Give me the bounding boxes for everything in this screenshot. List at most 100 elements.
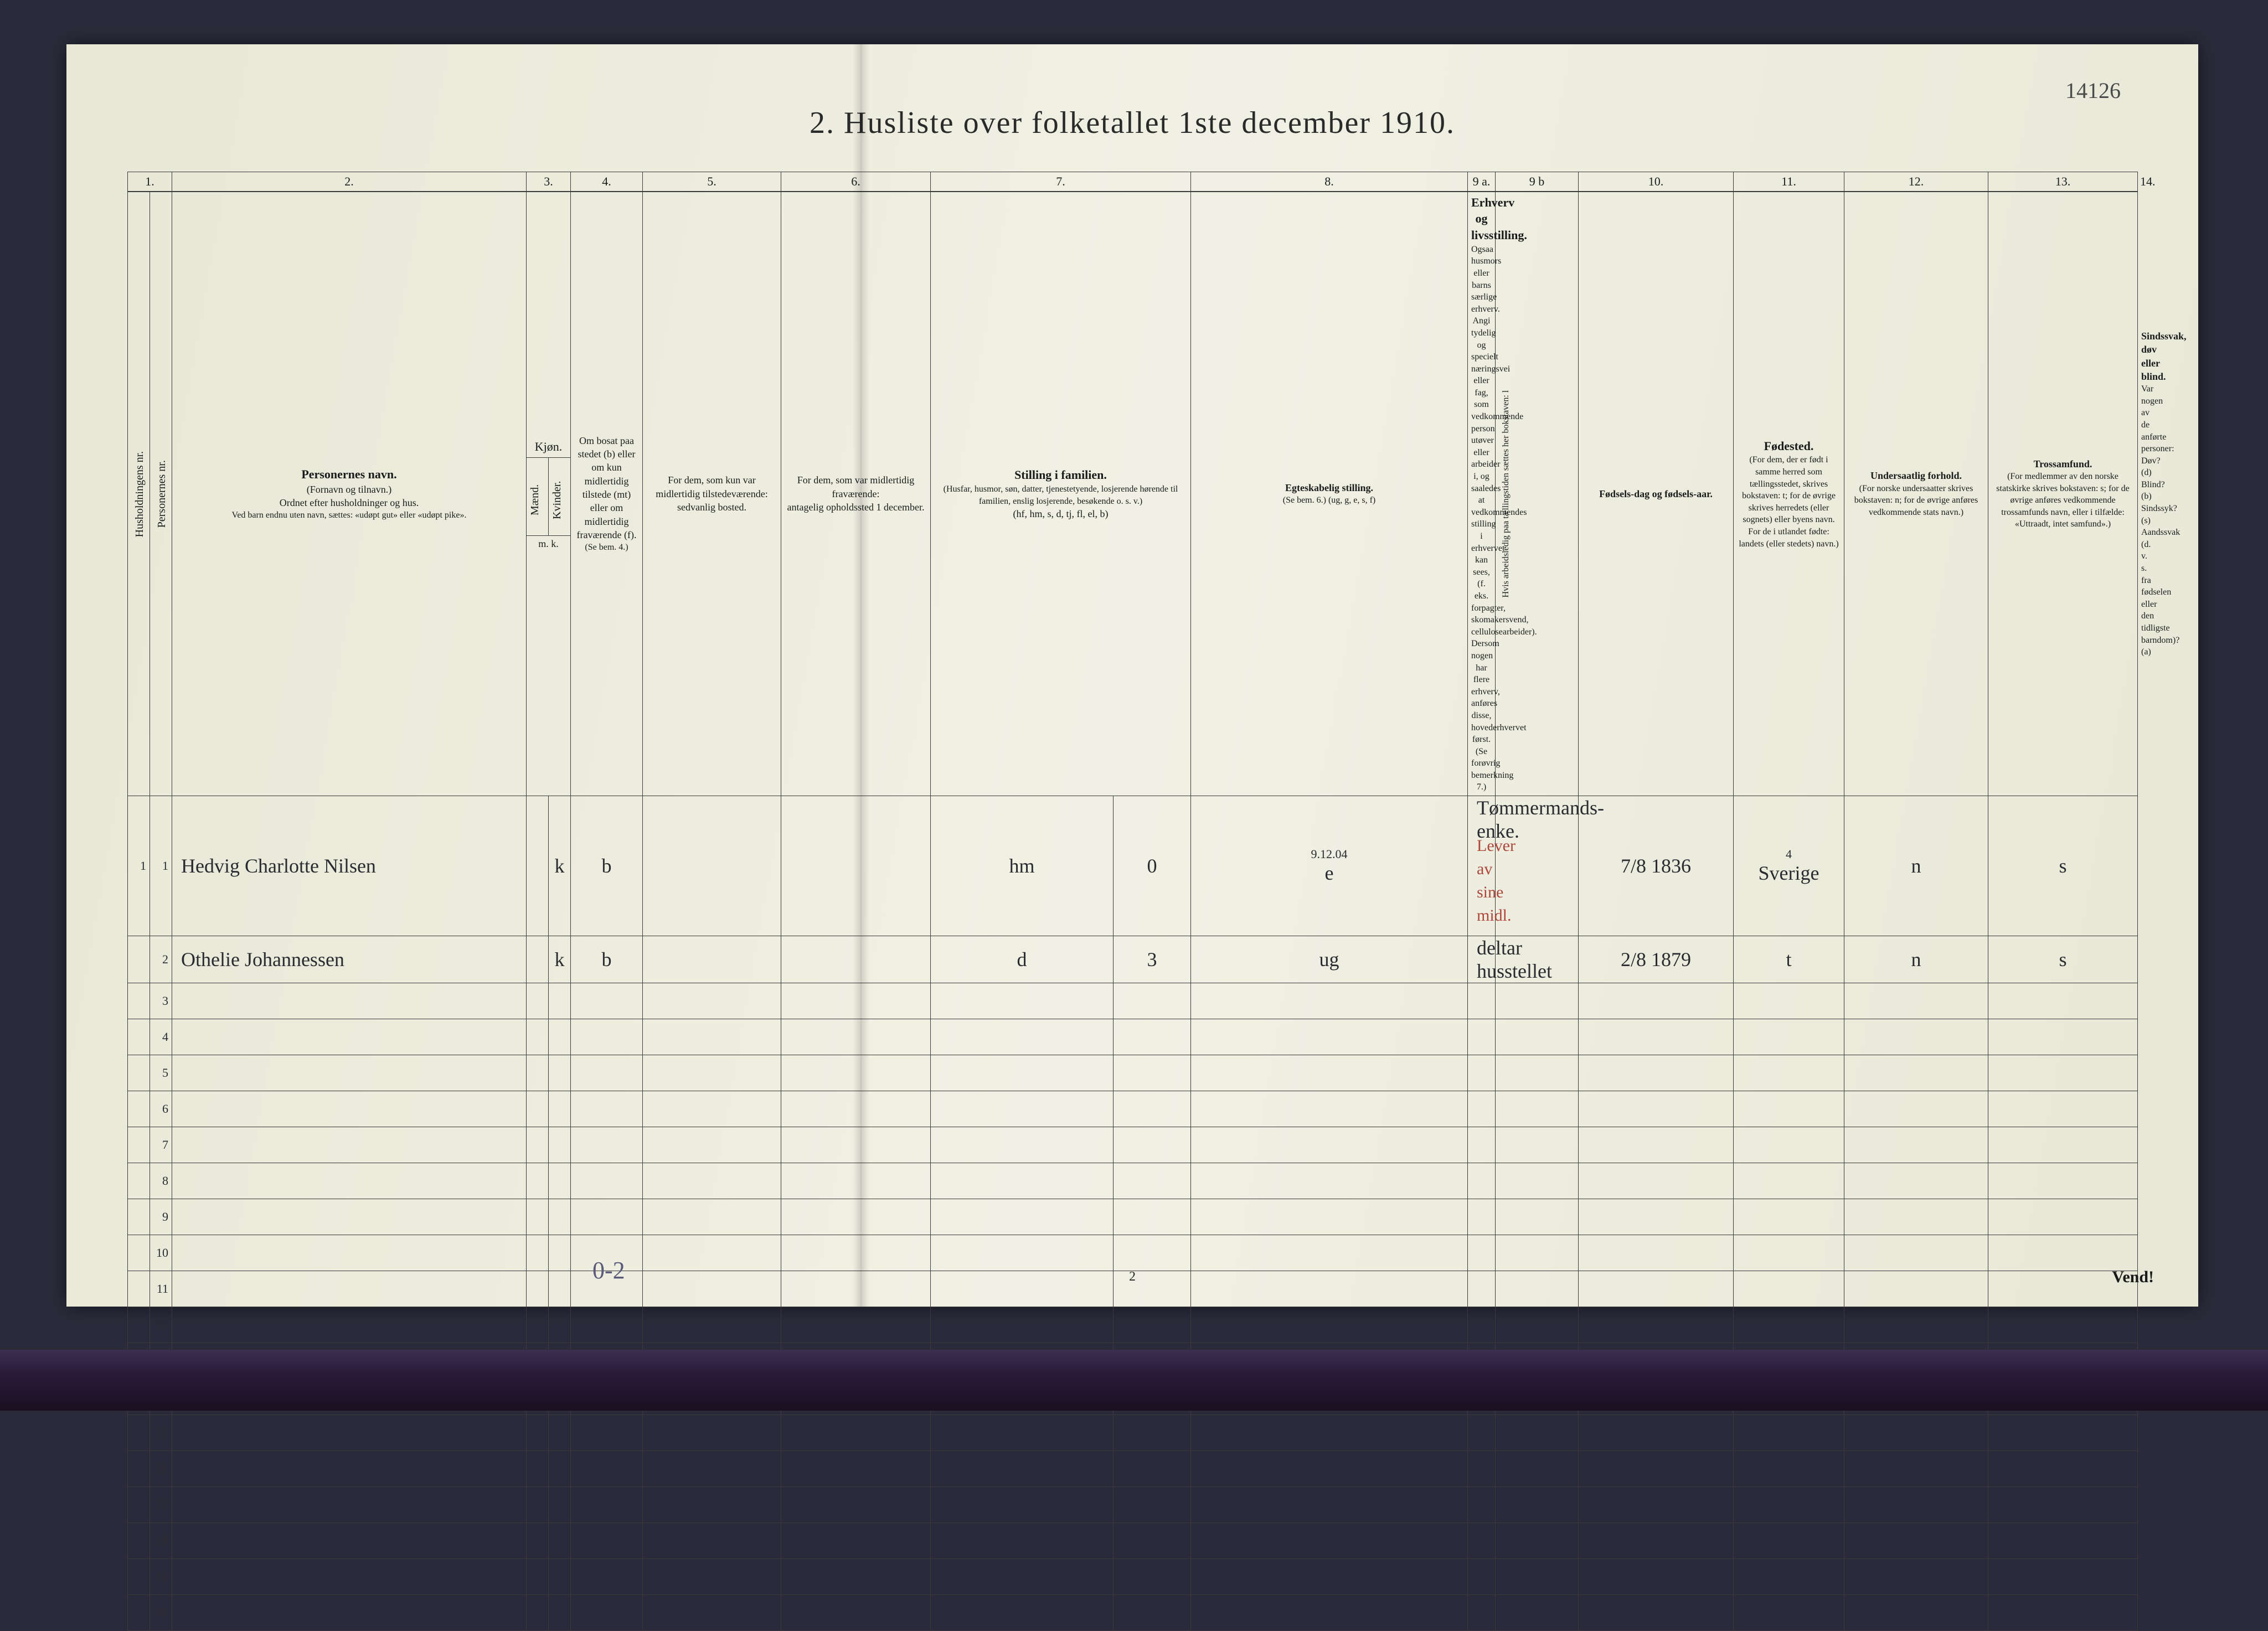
- cell-empty: [172, 1163, 527, 1199]
- cell-empty: [1191, 1451, 1468, 1487]
- cell-empty: [1496, 1523, 1579, 1559]
- cell-empty: [549, 1307, 571, 1343]
- cell-empty: [172, 1595, 527, 1631]
- cell-empty: [549, 1235, 571, 1271]
- cell-empty: [1844, 1559, 1988, 1595]
- hdr-fodsel-title: Fødsels-dag og fødsels-aar.: [1599, 488, 1713, 499]
- cell-hh: [128, 1307, 150, 1343]
- cell-empty: [781, 1451, 931, 1487]
- cell-empty: [1988, 1127, 2138, 1163]
- cell-empty: [172, 1487, 527, 1523]
- cell-empty: [781, 1415, 931, 1451]
- hdr-tros-sub: (For medlemmer av den norske statskirke …: [1992, 471, 2134, 530]
- cell-empty: [1844, 1271, 1988, 1307]
- cell-empty: [1579, 983, 1734, 1019]
- cell-empty: [1579, 1127, 1734, 1163]
- cell-hh: 1: [128, 796, 150, 936]
- cell-empty: [1468, 1271, 1496, 1307]
- cell-pn: 6: [150, 1091, 172, 1127]
- colnum-4: 4.: [571, 172, 643, 192]
- cell-empty: [1191, 1127, 1468, 1163]
- cell-empty: [1844, 1415, 1988, 1451]
- cell-tros: s: [1988, 936, 2138, 983]
- cell-fodested: t: [1734, 936, 1844, 983]
- cell-empty: [1988, 1199, 2138, 1235]
- cell-empty: [1496, 1199, 1579, 1235]
- cell-empty: [1114, 1235, 1191, 1271]
- cell-empty: [172, 1415, 527, 1451]
- table-row-empty: 3: [128, 983, 2138, 1019]
- cell-sex-k: k: [549, 796, 571, 936]
- table-row-empty: 7: [128, 1127, 2138, 1163]
- cell-c5: [643, 796, 781, 936]
- cell-empty: [1191, 1199, 1468, 1235]
- cell-empty: [527, 1487, 549, 1523]
- cell-erhverv: Tømmermands-enke. Lever av sine midl.: [1468, 796, 1496, 936]
- scan-edge: [0, 1350, 2268, 1411]
- cell-empty: [172, 1451, 527, 1487]
- cell-empty: [1734, 983, 1844, 1019]
- hdr-fravar-title: For dem, som var midlertidig fraværende:: [785, 473, 927, 500]
- cell-empty: [643, 1415, 781, 1451]
- cell-empty: [1468, 1163, 1496, 1199]
- cell-empty: [549, 1595, 571, 1631]
- cell-empty: [527, 1163, 549, 1199]
- table-row-empty: 8: [128, 1163, 2138, 1199]
- cell-empty: [1988, 1487, 2138, 1523]
- cell-empty: [781, 1559, 931, 1595]
- cell-empty: [781, 1091, 931, 1127]
- cell-empty: [1988, 1559, 2138, 1595]
- cell-pn: 18: [150, 1523, 172, 1559]
- cell-empty: [1734, 1019, 1844, 1055]
- cell-hh: [128, 1559, 150, 1595]
- colnum-10: 10.: [1579, 172, 1734, 192]
- cell-empty: [1844, 1199, 1988, 1235]
- cell-empty: [1496, 1307, 1579, 1343]
- hdr-erhverv: Erhverv og livsstilling. Ogsaa husmors e…: [1468, 192, 1496, 796]
- cell-empty: [549, 1559, 571, 1595]
- hdr-erhverv-sub2: (Se forøvrig bemerkning 7.): [1471, 746, 1492, 793]
- column-number-row: 1. 2. 3. 4. 5. 6. 7. 8. 9 a. 9 b 10. 11.…: [128, 172, 2138, 192]
- cell-hh: [128, 1451, 150, 1487]
- hdr-bosat-title: Om bosat paa stedet (b) eller om kun mid…: [574, 434, 639, 541]
- colnum-1: 1.: [128, 172, 172, 192]
- cell-empty: [931, 1163, 1114, 1199]
- cell-empty: [1191, 1487, 1468, 1523]
- cell-empty: [1496, 1415, 1579, 1451]
- cell-empty: [1844, 1163, 1988, 1199]
- cell-hh: [128, 1163, 150, 1199]
- cell-empty: [1191, 1019, 1468, 1055]
- cell-empty: [1114, 1487, 1191, 1523]
- cell-empty: [643, 983, 781, 1019]
- cell-empty: [1734, 1451, 1844, 1487]
- cell-empty: [1496, 1487, 1579, 1523]
- page-number: 2: [1129, 1269, 1136, 1284]
- cell-empty: [781, 1523, 931, 1559]
- cell-empty: [1114, 1451, 1191, 1487]
- hdr-familie: Stilling i familien. (Husfar, husmor, sø…: [931, 192, 1191, 796]
- cell-empty: [549, 1451, 571, 1487]
- cell-empty: [781, 1199, 931, 1235]
- table-row-empty: 4: [128, 1019, 2138, 1055]
- cell-empty: [931, 1451, 1114, 1487]
- cell-empty: [1468, 1127, 1496, 1163]
- cell-empty: [643, 1271, 781, 1307]
- cell-empty: [781, 1127, 931, 1163]
- cell-pn: 1: [150, 796, 172, 936]
- cell-c5: [643, 936, 781, 983]
- cell-pn: 12: [150, 1307, 172, 1343]
- cell-empty: [1114, 1523, 1191, 1559]
- cell-c6: [781, 936, 931, 983]
- census-page: 14126 2. Husliste over folketallet 1ste …: [66, 44, 2198, 1307]
- cell-empty: [1988, 983, 2138, 1019]
- cell-empty: [781, 1307, 931, 1343]
- hdr-undersaat-title: Undersaatlig forhold.: [1870, 470, 1962, 481]
- table-row-empty: 15: [128, 1415, 2138, 1451]
- cell-empty: [1844, 983, 1988, 1019]
- cell-sex-m: [527, 936, 549, 983]
- cell-empty: [549, 1271, 571, 1307]
- hdr-name: Personernes navn. (Fornavn og tilnavn.) …: [172, 192, 527, 796]
- cell-empty: [1114, 1019, 1191, 1055]
- cell-empty: [1191, 1595, 1468, 1631]
- cell-hh: [128, 936, 150, 983]
